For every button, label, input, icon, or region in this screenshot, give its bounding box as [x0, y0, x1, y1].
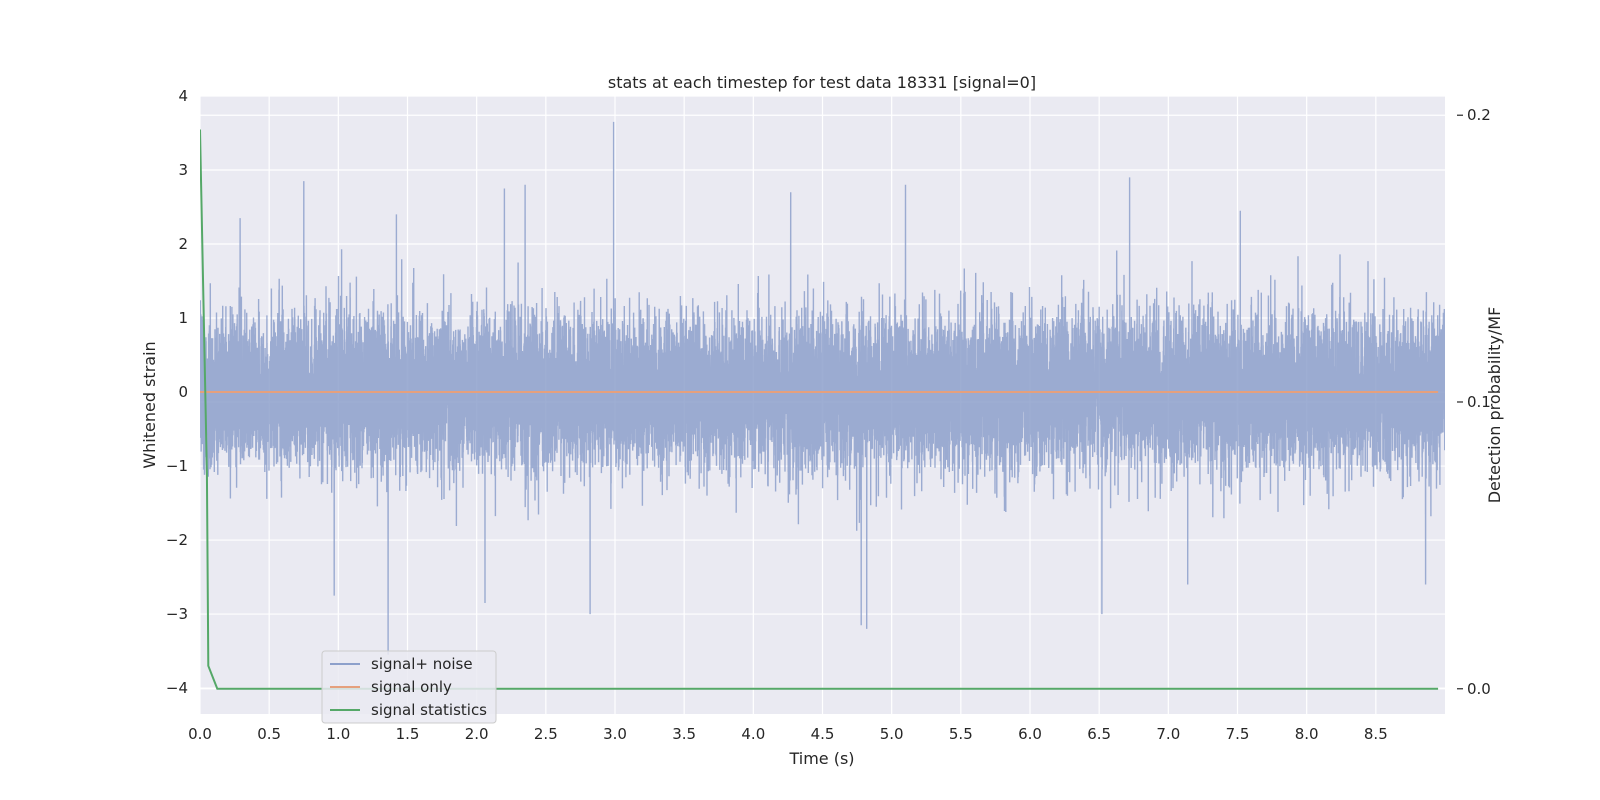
x-tick-label: 0.0: [188, 725, 212, 743]
y2-tick-label: 0.1: [1467, 393, 1491, 411]
y-tick-label: −4: [166, 679, 188, 697]
x-axis-label: Time (s): [788, 749, 854, 768]
y2-tick-label: 0.0: [1467, 680, 1491, 698]
x-tick-label: 7.5: [1226, 725, 1250, 743]
y-tick-label: −2: [166, 531, 188, 549]
x-tick-label: 6.0: [1018, 725, 1042, 743]
x-axis-ticks: 0.0 0.5 1.0 1.5 2.0 2.5 3.0 3.5 4.0 4.5 5.0 5.5 6.0 6…: [188, 725, 1388, 743]
x-tick-label: 6.5: [1087, 725, 1111, 743]
y2-axis-label: Detection probability/MF: [1485, 307, 1504, 504]
legend-label-signal-only: signal only: [371, 678, 452, 696]
legend-box: [321, 650, 497, 724]
x-tick-label: 3.5: [672, 725, 696, 743]
x-tick-label: 7.0: [1156, 725, 1180, 743]
y2-axis-ticks: 0.0 0.1 0.2: [1457, 106, 1491, 698]
series-signal-noise: [200, 121, 1445, 655]
x-tick-label: 8.5: [1364, 725, 1388, 743]
x-tick-label: 8.0: [1295, 725, 1319, 743]
x-tick-label: 1.0: [326, 725, 350, 743]
y-tick-label: −1: [166, 457, 188, 475]
x-tick-label: 5.5: [949, 725, 973, 743]
x-tick-label: 5.0: [880, 725, 904, 743]
legend-label-signal-noise: signal+ noise: [371, 655, 473, 673]
series-signal-statistics: [200, 129, 1439, 690]
y-tick-label: −3: [166, 605, 188, 623]
y-tick-label: 4: [178, 87, 188, 105]
y-tick-label: 0: [178, 383, 188, 401]
y-tick-label: 3: [178, 161, 188, 179]
x-tick-label: 2.5: [534, 725, 558, 743]
x-tick-label: 4.0: [741, 725, 765, 743]
y2-tick-label: 0.2: [1467, 106, 1491, 124]
chart-title: stats at each timestep for test data 183…: [608, 73, 1036, 92]
x-tick-label: 4.5: [811, 725, 835, 743]
series-layer: [200, 121, 1445, 690]
y-tick-label: 2: [178, 235, 188, 253]
y-axis-ticks: −4 −3 −2 −1 0 1 2 3 4: [166, 87, 188, 697]
legend-label-signal-statistics: signal statistics: [371, 701, 487, 719]
y-tick-label: 1: [178, 309, 188, 327]
legend: signal+ noise signal only signal statist…: [321, 650, 497, 724]
y-axis-label: Whitened strain: [140, 341, 159, 468]
x-tick-label: 2.0: [465, 725, 489, 743]
x-tick-label: 0.5: [257, 725, 281, 743]
x-tick-label: 3.0: [603, 725, 627, 743]
x-tick-label: 1.5: [396, 725, 420, 743]
